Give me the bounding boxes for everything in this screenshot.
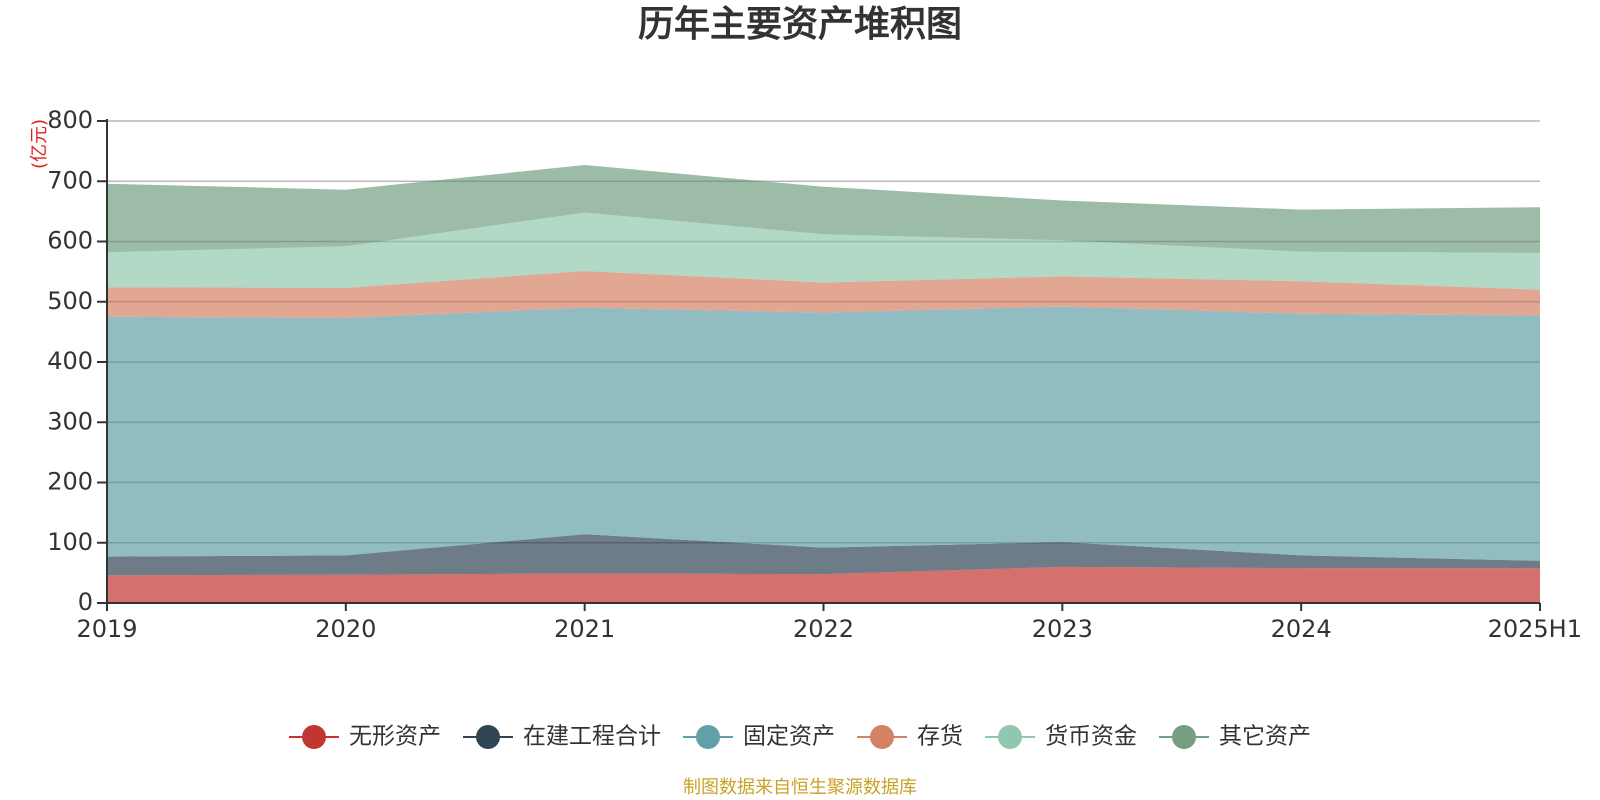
legend-item-6[interactable]: 其它资产	[1159, 724, 1311, 750]
legend-label: 存货	[917, 724, 963, 750]
legend-item-2[interactable]: 在建工程合计	[463, 724, 661, 750]
legend-item-5[interactable]: 货币资金	[985, 724, 1137, 750]
y-tick-label: 400	[47, 347, 93, 375]
legend-label: 无形资产	[349, 724, 441, 750]
y-tick-label: 300	[47, 407, 93, 435]
legend-item-4[interactable]: 存货	[857, 724, 963, 750]
legend-label: 在建工程合计	[523, 724, 661, 750]
source-note: 制图数据来自恒生聚源数据库	[683, 777, 917, 798]
area-series-2	[107, 534, 1540, 576]
y-tick-label: 0	[78, 588, 93, 616]
y-tick-label: 700	[47, 166, 93, 194]
area-series-6	[107, 165, 1540, 253]
area-series-1	[107, 566, 1540, 603]
x-tick-label: 2021	[554, 615, 615, 643]
x-tick-label: 2025H1	[1488, 615, 1582, 643]
y-axis-unit-label: (亿元)	[29, 119, 50, 169]
legend-marker-icon	[998, 725, 1022, 749]
legend-marker-icon	[870, 725, 894, 749]
x-tick-label: 2019	[76, 615, 137, 643]
chart-title: 历年主要资产堆积图	[638, 4, 962, 45]
y-tick-label: 100	[47, 528, 93, 556]
y-tick-label: 600	[47, 227, 93, 255]
x-tick-label: 2024	[1271, 615, 1332, 643]
x-tick-label: 2023	[1032, 615, 1093, 643]
legend-marker-icon	[302, 725, 326, 749]
area-series	[107, 120, 1540, 603]
axes: 0 100 200 300 400 500 600 700 800 2019 2020 2021 202…	[47, 106, 1582, 643]
legend-label: 其它资产	[1219, 724, 1311, 750]
y-tick-label: 800	[47, 106, 93, 134]
area-series-5	[107, 212, 1540, 290]
x-tick-label: 2020	[315, 615, 376, 643]
legend-marker-icon	[476, 725, 500, 749]
x-tick-label: 2022	[793, 615, 854, 643]
area-series-4	[107, 271, 1540, 318]
y-tick-label: 200	[47, 468, 93, 496]
legend-label: 货币资金	[1045, 724, 1137, 750]
legend-item-3[interactable]: 固定资产	[683, 724, 835, 750]
legend-marker-icon	[1172, 725, 1196, 749]
y-tick-label: 500	[47, 287, 93, 315]
legend-item-1[interactable]: 无形资产	[289, 724, 441, 750]
legend-label: 固定资产	[743, 724, 835, 750]
area-series-3	[107, 306, 1540, 561]
legend-marker-icon	[696, 725, 720, 749]
legend: 无形资产 在建工程合计 固定资产 存货 货币资金 其它资产	[289, 724, 1311, 750]
